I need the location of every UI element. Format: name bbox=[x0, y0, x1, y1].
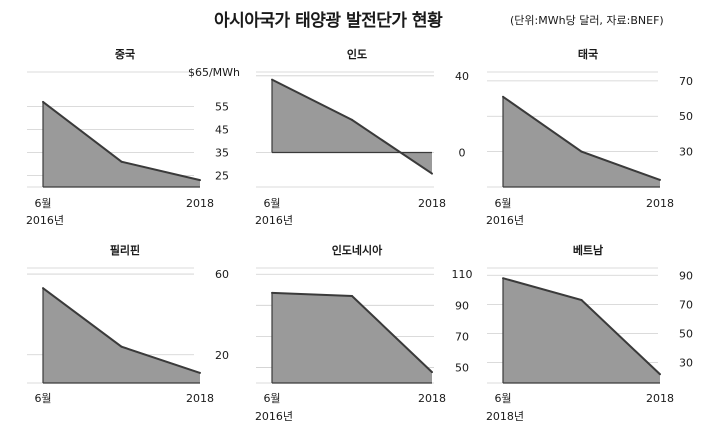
vietnam-title: 베트남 bbox=[573, 243, 603, 257]
china-y-tick-1: 35 bbox=[215, 147, 229, 160]
china-y-tick-0: 25 bbox=[215, 170, 229, 183]
india-point-2 bbox=[431, 172, 433, 175]
thailand-area bbox=[503, 96, 660, 187]
indonesia-y-tick-0: 50 bbox=[455, 361, 469, 374]
india-area bbox=[272, 79, 432, 174]
vietnam-area bbox=[503, 278, 660, 383]
indonesia-point-2 bbox=[431, 371, 433, 374]
india-x-tick-start: 6월 bbox=[263, 197, 280, 210]
philippines-point-0 bbox=[42, 287, 44, 290]
india-point-1 bbox=[351, 118, 353, 121]
vietnam-point-2 bbox=[659, 373, 661, 376]
page-title: 아시아국가 태양광 발전단가 현황 bbox=[214, 11, 443, 31]
vietnam-x-tick-end: 2018 bbox=[646, 392, 674, 405]
philippines-title: 필리핀 bbox=[110, 243, 140, 257]
india-title: 인도 bbox=[347, 47, 367, 61]
philippines-x-tick-start: 6월 bbox=[34, 392, 51, 405]
india-x-tick-end: 2018 bbox=[418, 197, 446, 210]
philippines-point-2 bbox=[199, 371, 201, 374]
thailand-y-tick-0: 30 bbox=[679, 146, 693, 159]
vietnam-y-tick-2: 70 bbox=[679, 298, 693, 311]
china-point-0 bbox=[42, 100, 44, 103]
vietnam-point-1 bbox=[580, 299, 583, 302]
thailand-title: 태국 bbox=[578, 47, 598, 61]
india-x-year-label: 2016년 bbox=[255, 214, 293, 227]
china-point-1 bbox=[120, 160, 123, 163]
thailand-x-year-label: 2016년 bbox=[486, 214, 524, 227]
china-x-tick-start: 6월 bbox=[34, 197, 51, 210]
philippines-y-tick-0: 20 bbox=[215, 349, 229, 362]
thailand-y-tick-2: 70 bbox=[679, 75, 693, 88]
china-y-tick-3: 55 bbox=[215, 101, 229, 114]
india-y-tick-0: 0 bbox=[459, 147, 466, 160]
thailand-x-tick-start: 6월 bbox=[494, 197, 511, 210]
indonesia-x-tick-start: 6월 bbox=[263, 392, 280, 405]
india-y-tick-1: 40 bbox=[455, 70, 469, 83]
vietnam-point-0 bbox=[502, 277, 504, 280]
thailand-point-2 bbox=[659, 178, 661, 181]
china-y-unit-label: $65/MWh bbox=[188, 66, 240, 79]
vietnam-x-tick-start: 6월 bbox=[494, 392, 511, 405]
philippines-area bbox=[43, 288, 200, 383]
indonesia-point-0 bbox=[271, 291, 273, 294]
philippines-point-1 bbox=[120, 345, 123, 348]
thailand-y-tick-1: 50 bbox=[679, 110, 693, 123]
indonesia-y-tick-2: 90 bbox=[455, 299, 469, 312]
source-note: (단위:MWh당 달러, 자료:BNEF) bbox=[510, 14, 664, 27]
indonesia-x-tick-end: 2018 bbox=[418, 392, 446, 405]
indonesia-x-year-label: 2016년 bbox=[255, 410, 293, 423]
indonesia-area bbox=[272, 292, 432, 383]
indonesia-point-1 bbox=[351, 294, 353, 297]
vietnam-y-tick-1: 50 bbox=[679, 328, 693, 341]
china-x-tick-end: 2018 bbox=[186, 197, 214, 210]
india-point-0 bbox=[271, 78, 273, 81]
thailand-point-1 bbox=[580, 150, 583, 153]
china-x-year-label: 2016년 bbox=[26, 214, 64, 227]
thailand-point-0 bbox=[502, 95, 504, 98]
philippines-x-tick-end: 2018 bbox=[186, 392, 214, 405]
china-title: 중국 bbox=[115, 48, 135, 61]
vietnam-y-tick-0: 30 bbox=[679, 357, 693, 370]
china-area bbox=[43, 101, 200, 187]
vietnam-x-year-label: 2018년 bbox=[486, 410, 524, 423]
china-y-tick-2: 45 bbox=[215, 124, 229, 137]
indonesia-y-tick-1: 70 bbox=[455, 330, 469, 343]
indonesia-title: 인도네시아 bbox=[332, 243, 383, 257]
china-point-2 bbox=[199, 179, 201, 182]
indonesia-y-tick-3: 110 bbox=[452, 268, 473, 281]
philippines-y-tick-1: 60 bbox=[215, 268, 229, 281]
vietnam-y-tick-3: 90 bbox=[679, 269, 693, 282]
thailand-x-tick-end: 2018 bbox=[646, 197, 674, 210]
